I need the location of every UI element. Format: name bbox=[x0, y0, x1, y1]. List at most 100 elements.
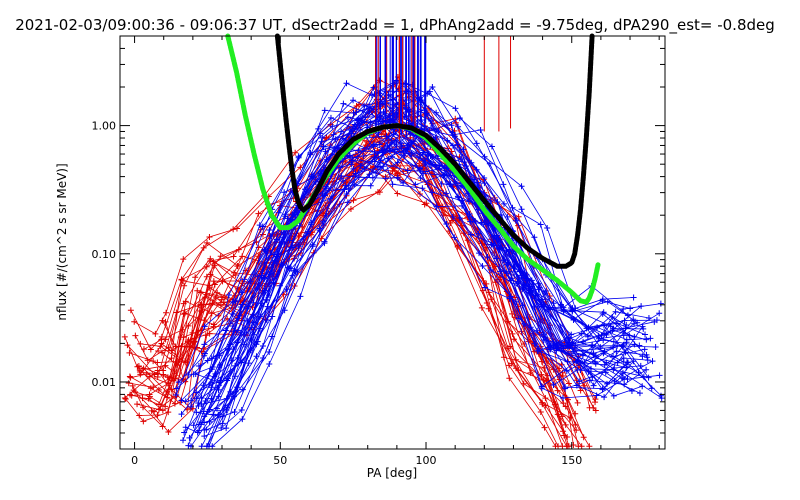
blue-data-point bbox=[576, 378, 583, 385]
red-data-point bbox=[201, 317, 208, 324]
blue-data-point bbox=[519, 302, 526, 309]
red-data-point bbox=[562, 421, 569, 428]
blue-data-point bbox=[531, 303, 538, 310]
blue-data-point bbox=[658, 395, 665, 402]
blue-data-point bbox=[636, 390, 643, 397]
blue-data-point bbox=[254, 273, 261, 280]
blue-data-point bbox=[236, 312, 243, 319]
blue-data-point bbox=[274, 253, 281, 260]
blue-data-point bbox=[438, 180, 445, 187]
blue-data-point bbox=[258, 272, 265, 279]
blue-data-point bbox=[488, 241, 495, 248]
blue-data-point bbox=[266, 348, 273, 355]
blue-data-point bbox=[250, 299, 257, 306]
red-data-point bbox=[586, 443, 593, 450]
blue-data-point bbox=[623, 339, 630, 346]
blue-data-point bbox=[316, 225, 323, 232]
red-data-point bbox=[178, 276, 185, 283]
red-data-point bbox=[121, 333, 128, 340]
blue-data-point bbox=[195, 427, 202, 434]
x-tick-label: 100 bbox=[416, 454, 437, 467]
blue-data-point bbox=[180, 437, 187, 444]
red-data-point bbox=[127, 391, 134, 398]
blue-data-point bbox=[481, 174, 488, 181]
red-data-point bbox=[146, 373, 153, 380]
blue-data-point bbox=[201, 419, 208, 426]
red-trace-line bbox=[135, 76, 569, 400]
blue-data-point bbox=[232, 388, 239, 395]
red-data-point bbox=[531, 348, 538, 355]
red-data-point bbox=[155, 406, 162, 413]
blue-data-point bbox=[630, 316, 637, 323]
red-data-point bbox=[234, 263, 241, 270]
blue-data-point bbox=[449, 213, 456, 220]
red-data-point bbox=[556, 365, 563, 372]
red-trace-line bbox=[157, 165, 585, 438]
red-data-point bbox=[202, 332, 209, 339]
red-data-point bbox=[542, 395, 549, 402]
blue-data-point bbox=[478, 219, 485, 226]
blue-data-point bbox=[198, 401, 205, 408]
blue-data-point bbox=[578, 330, 585, 337]
blue-data-point bbox=[531, 340, 538, 347]
blue-data-point bbox=[417, 175, 424, 182]
blue-data-point bbox=[627, 305, 634, 312]
blue-data-point bbox=[241, 329, 248, 336]
axes: 0 50 100 150 0.01 0.10 1.00 bbox=[92, 35, 665, 467]
red-data-point bbox=[207, 258, 214, 265]
blue-data-point bbox=[376, 141, 383, 148]
red-data-point bbox=[230, 253, 237, 260]
red-data-point bbox=[592, 407, 599, 414]
blue-data-point bbox=[247, 278, 254, 285]
red-data-point bbox=[194, 331, 201, 338]
blue-data-point bbox=[452, 105, 459, 112]
blue-data-point bbox=[397, 139, 404, 146]
blue-data-point bbox=[178, 411, 185, 418]
blue-data-point bbox=[182, 424, 189, 431]
red-data-point bbox=[173, 309, 180, 316]
blue-data-point bbox=[269, 333, 276, 340]
blue-data-point bbox=[538, 383, 545, 390]
red-data-point bbox=[155, 386, 162, 393]
blue-data-point bbox=[449, 142, 456, 149]
red-data-point bbox=[389, 167, 396, 174]
blue-data-point bbox=[622, 325, 629, 332]
blue-data-point bbox=[195, 363, 202, 370]
x-tick-label: 150 bbox=[561, 454, 582, 467]
red-data-point bbox=[198, 289, 205, 296]
blue-data-point bbox=[624, 312, 631, 319]
blue-data-point bbox=[443, 172, 450, 179]
blue-data-point bbox=[380, 118, 387, 125]
blue-data-point bbox=[613, 348, 620, 355]
red-data-point bbox=[297, 164, 304, 171]
red-data-point bbox=[206, 233, 213, 240]
blue-data-point bbox=[394, 159, 401, 166]
blue-data-point bbox=[228, 357, 235, 364]
blue-trace-line bbox=[187, 149, 629, 446]
red-data-point bbox=[210, 258, 217, 265]
blue-data-point bbox=[572, 305, 579, 312]
blue-data-point bbox=[227, 388, 234, 395]
red-data-point bbox=[132, 388, 139, 395]
blue-data-point bbox=[451, 234, 458, 241]
red-data-point bbox=[563, 443, 570, 450]
blue-data-point bbox=[459, 202, 466, 209]
blue-data-point bbox=[435, 128, 442, 135]
red-data-point bbox=[198, 308, 205, 315]
red-data-point bbox=[181, 282, 188, 289]
blue-data-point bbox=[566, 339, 573, 346]
blue-data-point bbox=[481, 180, 488, 187]
red-data-point bbox=[560, 400, 567, 407]
red-data-point bbox=[515, 213, 522, 220]
blue-data-point bbox=[601, 394, 608, 401]
red-data-point bbox=[511, 314, 518, 321]
blue-data-point bbox=[570, 316, 577, 323]
blue-data-point bbox=[315, 125, 322, 132]
red-data-point bbox=[150, 358, 157, 365]
blue-data-point bbox=[389, 181, 396, 188]
blue-data-point bbox=[361, 102, 368, 109]
x-axis-label: PA [deg] bbox=[367, 466, 417, 480]
red-data-point bbox=[215, 312, 222, 319]
blue-data-point bbox=[610, 392, 617, 399]
red-data-point bbox=[356, 101, 363, 108]
